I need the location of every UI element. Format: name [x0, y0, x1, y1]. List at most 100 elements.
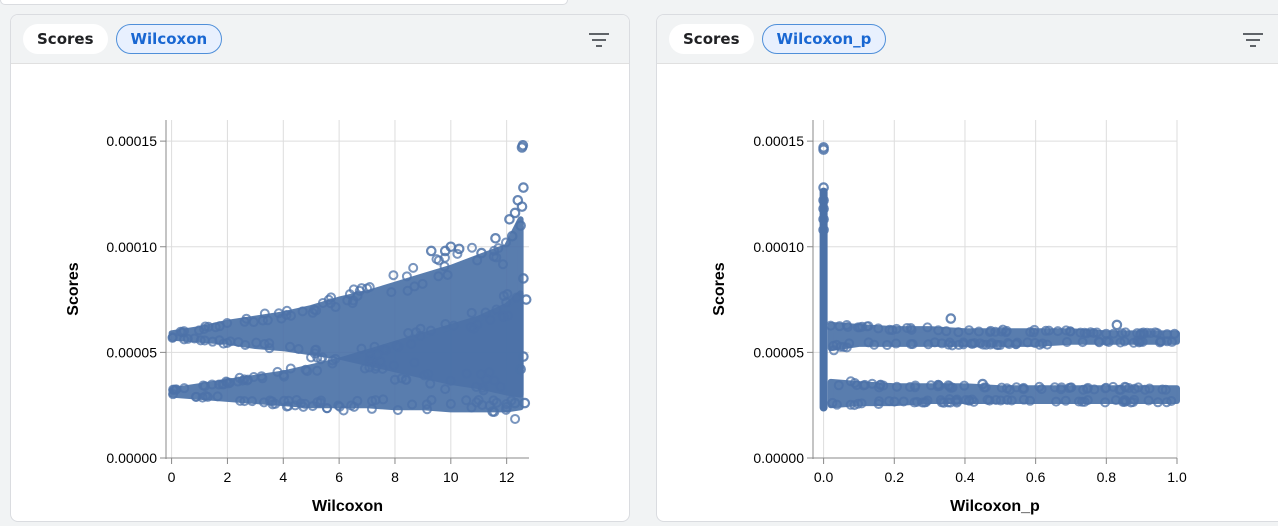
data-point: [905, 323, 916, 334]
x-tick-label: 0.2: [885, 469, 905, 485]
y-tick-label: 0.00000: [106, 450, 157, 466]
data-point: [317, 352, 328, 363]
data-point: [178, 326, 189, 337]
data-point: [388, 360, 399, 371]
data-point: [210, 322, 221, 333]
data-point: [352, 290, 363, 301]
data-point: [1025, 327, 1036, 338]
data-point: [1036, 384, 1047, 395]
data-point: [473, 394, 484, 405]
data-point: [247, 396, 258, 407]
data-point: [995, 340, 1006, 351]
data-point: [1065, 382, 1076, 393]
data-point: [889, 396, 900, 407]
data-point: [1082, 382, 1093, 393]
data-point: [1060, 395, 1071, 406]
data-point: [958, 337, 969, 348]
x-tick-label: 0.8: [1097, 469, 1117, 485]
y-tick-label: 0.00000: [753, 450, 804, 466]
x-axis-chip[interactable]: Wilcoxon: [115, 24, 223, 54]
data-point: [497, 259, 508, 270]
x-tick-label: 8: [391, 469, 399, 485]
data-point: [312, 397, 323, 408]
data-point: [276, 313, 287, 324]
data-point: [1100, 383, 1111, 394]
data-point: [182, 333, 193, 344]
data-point: [1132, 335, 1143, 346]
data-point: [265, 395, 276, 406]
x-axis-title: Wilcoxon: [312, 498, 383, 515]
y-axis-chip[interactable]: Scores: [23, 24, 108, 54]
data-point: [241, 313, 252, 324]
outlier-point: [818, 213, 829, 225]
data-point: [488, 251, 499, 262]
data-point: [884, 396, 895, 407]
data-point: [485, 314, 496, 325]
data-point: [1077, 337, 1088, 348]
scatter-plot-wilcoxon-p: 0.00000 0.00005 0.00010 0.00015 0.0 0.2 0.4 0.6…: [711, 120, 1187, 515]
data-point: [964, 325, 975, 336]
x-tick-label: 6: [335, 469, 343, 485]
data-point: [327, 358, 338, 369]
outlier-point: [506, 230, 518, 242]
data-point: [452, 248, 463, 259]
data-point: [207, 336, 218, 347]
x-tick-label: 2: [224, 469, 232, 485]
data-point: [233, 337, 244, 348]
outlier-point: [977, 378, 988, 390]
data-point: [346, 400, 357, 411]
data-point: [461, 395, 472, 406]
filter-icon[interactable]: [587, 30, 611, 50]
data-point: [856, 398, 867, 409]
data-point: [407, 399, 418, 410]
y-axis-title: Scores: [65, 262, 82, 315]
outlier-point: [518, 182, 529, 193]
y-axis-chip[interactable]: Scores: [669, 24, 754, 54]
scatter-points: [167, 140, 532, 424]
data-point: [1152, 397, 1163, 408]
data-point: [926, 380, 937, 391]
data-point: [945, 382, 956, 393]
outlier-point: [490, 233, 501, 244]
data-point: [497, 311, 508, 322]
data-point: [1120, 327, 1131, 338]
data-point: [466, 307, 477, 318]
data-point: [411, 327, 422, 338]
point-column: [819, 187, 828, 412]
data-point: [862, 321, 873, 332]
data-point: [461, 368, 472, 379]
data-point: [278, 369, 289, 380]
data-point: [1169, 328, 1180, 339]
data-point: [833, 380, 844, 391]
data-point: [342, 295, 353, 306]
data-point: [422, 404, 433, 415]
data-point: [297, 306, 308, 317]
data-point: [996, 382, 1007, 393]
data-point: [251, 337, 262, 348]
x-axis-chip[interactable]: Wilcoxon_p: [761, 24, 887, 54]
data-point: [1089, 384, 1100, 395]
data-point: [1155, 336, 1166, 347]
data-point: [480, 307, 491, 318]
outlier-point: [818, 182, 829, 193]
outlier-point: [487, 406, 498, 417]
filter-icon[interactable]: [1241, 30, 1265, 50]
outlier-point: [504, 213, 515, 225]
data-point: [321, 403, 332, 414]
data-point: [257, 315, 268, 326]
y-tick-label: 0.00015: [106, 133, 157, 149]
data-point: [307, 307, 318, 318]
outlier-point: [509, 207, 521, 219]
data-point: [194, 325, 205, 336]
data-point: [985, 339, 996, 350]
y-axis-title: Scores: [711, 262, 728, 315]
data-point: [1051, 396, 1062, 407]
data-point: [502, 310, 513, 321]
data-point: [467, 242, 478, 253]
outlier-point: [501, 401, 512, 413]
data-point: [388, 270, 399, 281]
data-point: [264, 343, 275, 354]
data-point: [951, 396, 962, 407]
outlier-point: [818, 224, 829, 236]
data-point: [195, 335, 206, 346]
